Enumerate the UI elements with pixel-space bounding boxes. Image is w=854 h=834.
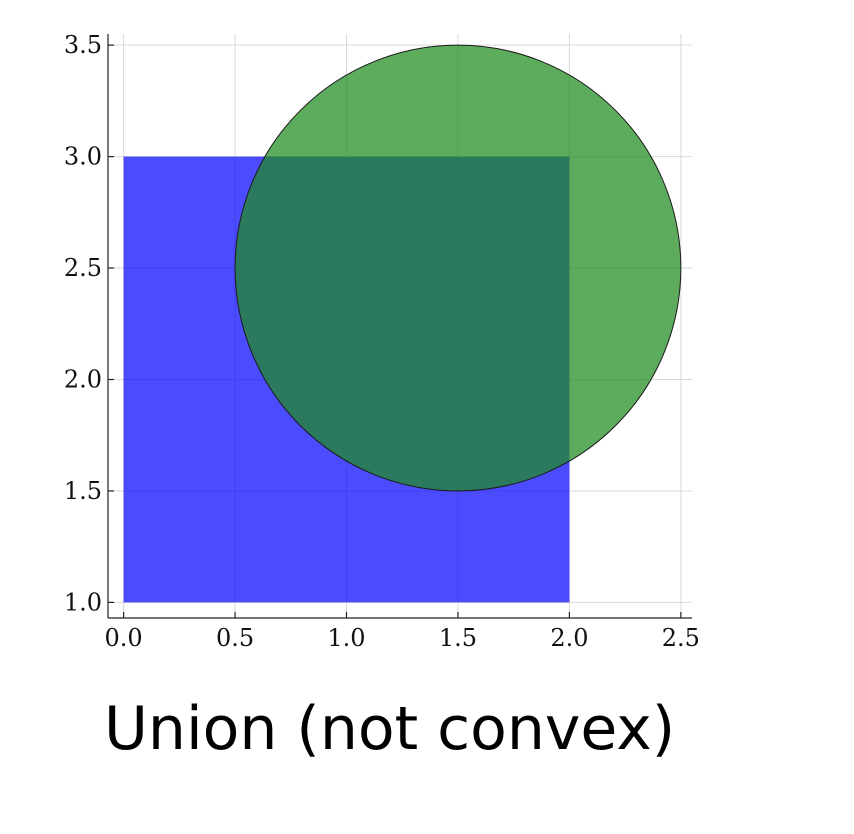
union-plot: 0.0 0.5 1.0 1.5 2.0 2.5 1.0 1.5 2.0 2.5 3.0 3.5: [64, 31, 700, 652]
x-tick-label-5: 2.5: [662, 624, 700, 652]
circle-shape: [234, 44, 682, 492]
y-tick-label-2: 2.0: [64, 365, 102, 393]
x-tick-label-0: 0.0: [105, 624, 143, 652]
y-tick-label-3: 2.5: [64, 254, 102, 282]
y-tick-label-1: 1.5: [64, 477, 102, 505]
x-tick-label-1: 0.5: [216, 624, 254, 652]
y-tick-label-4: 3.0: [64, 143, 102, 171]
y-tick-label-5: 3.5: [64, 31, 102, 59]
x-tick-label-3: 1.5: [439, 624, 477, 652]
plot-shapes: [123, 44, 682, 603]
x-tick-label-2: 1.0: [327, 624, 365, 652]
plot-axes: [107, 34, 692, 619]
tick-labels: 0.0 0.5 1.0 1.5 2.0 2.5 1.0 1.5 2.0 2.5 3.0 3.5: [64, 31, 700, 652]
slide-caption: Union (not convex): [104, 694, 676, 764]
y-tick-label-0: 1.0: [64, 588, 102, 616]
x-tick-label-4: 2.0: [550, 624, 588, 652]
